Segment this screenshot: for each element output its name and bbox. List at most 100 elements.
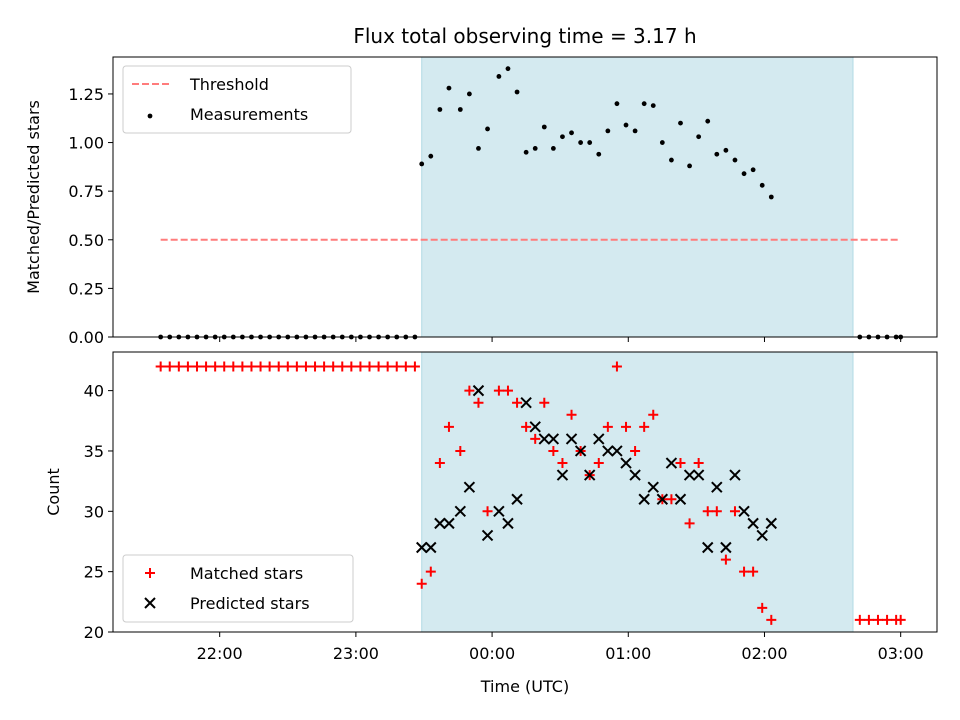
data-point — [665, 457, 678, 469]
data-point — [659, 140, 665, 145]
data-point — [319, 361, 330, 372]
y-tick-label: 0.50 — [68, 231, 104, 250]
data-point — [593, 458, 604, 469]
data-point — [711, 506, 722, 517]
data-point — [246, 361, 257, 372]
data-point — [669, 157, 674, 163]
data-point — [574, 445, 587, 457]
data-point — [729, 469, 741, 481]
data-point — [282, 361, 293, 372]
data-point — [638, 493, 650, 505]
data-point — [602, 421, 613, 432]
bottom-panel: 20 25 30 35 40 22:00 23:00 00:00 01:00 02:00 03:00… — [84, 351, 938, 663]
y-tick-label: 0.75 — [68, 182, 104, 201]
data-point — [255, 361, 266, 372]
data-point — [493, 505, 505, 518]
data-point — [639, 421, 650, 432]
data-point — [863, 614, 874, 625]
data-point — [747, 517, 759, 530]
data-point — [683, 469, 696, 481]
data-point — [434, 458, 445, 469]
data-point — [550, 145, 556, 151]
shaded-region — [421, 57, 854, 337]
legend-label: Predicted stars — [190, 594, 310, 613]
data-point — [648, 409, 659, 420]
data-point — [328, 361, 339, 372]
data-point — [463, 481, 476, 493]
data-point — [547, 433, 560, 445]
data-point — [723, 147, 729, 153]
data-point — [355, 361, 366, 372]
data-point — [674, 493, 687, 505]
data-point — [882, 614, 893, 625]
data-point — [472, 384, 485, 397]
data-point — [511, 493, 523, 505]
data-point — [419, 161, 425, 167]
data-point — [750, 167, 756, 173]
data-point — [425, 566, 436, 577]
data-point — [854, 614, 865, 625]
data-point — [757, 602, 768, 613]
data-point — [437, 107, 443, 112]
data-point — [454, 505, 467, 518]
data-point — [759, 182, 765, 188]
data-point — [520, 396, 532, 409]
data-point — [541, 124, 547, 130]
chart-title: Flux total observing time = 3.17 h — [353, 24, 696, 48]
data-point — [711, 481, 723, 493]
data-point — [346, 361, 357, 372]
data-point — [201, 361, 212, 372]
x-tick-label: 02:00 — [741, 644, 787, 663]
legend-label: Threshold — [189, 75, 269, 94]
data-point — [566, 409, 577, 420]
data-point — [602, 445, 614, 457]
data-point — [621, 421, 632, 432]
y-tick-label: 30 — [84, 502, 104, 521]
data-point — [593, 433, 605, 445]
bottom-y-axis-label: Count — [44, 468, 63, 516]
data-point — [666, 494, 677, 505]
data-point — [895, 614, 906, 625]
legend-swatch-predicted — [144, 597, 156, 609]
data-point — [605, 128, 611, 134]
data-point — [391, 361, 402, 372]
data-point — [446, 85, 452, 91]
data-point — [337, 361, 348, 372]
y-tick-label: 0.00 — [68, 328, 104, 347]
data-point — [539, 397, 550, 408]
y-tick-label: 25 — [84, 563, 104, 582]
data-point — [523, 149, 529, 155]
legend-box — [122, 554, 354, 623]
x-tick-label: 01:00 — [605, 644, 651, 663]
data-point — [650, 103, 656, 109]
data-point — [687, 163, 692, 169]
data-point — [693, 458, 704, 469]
data-point — [557, 458, 568, 469]
data-point — [530, 433, 541, 444]
data-point — [692, 469, 705, 481]
plot-frame — [112, 56, 938, 338]
data-point — [705, 118, 711, 124]
data-point — [273, 361, 284, 372]
data-point — [428, 153, 434, 159]
data-point — [620, 457, 632, 469]
data-point — [219, 361, 230, 372]
x-tick-label: 22:00 — [197, 644, 243, 663]
data-point — [291, 361, 302, 372]
legend-label: Matched stars — [190, 564, 303, 583]
data-point — [629, 469, 641, 481]
top-y-axis-label: Matched/Predicted stars — [24, 100, 43, 294]
data-point — [702, 506, 713, 517]
data-point — [182, 361, 193, 372]
data-point — [382, 361, 393, 372]
top-panel: 0.00 0.25 0.50 0.75 1.00 1.25 Threshold Measure… — [68, 56, 938, 347]
data-point — [741, 171, 747, 177]
data-point — [565, 433, 578, 445]
data-point — [630, 445, 641, 456]
x-tick-label: 23:00 — [333, 644, 379, 663]
data-point — [228, 361, 239, 372]
data-point — [756, 529, 768, 542]
data-point — [264, 361, 275, 372]
data-point — [656, 493, 669, 505]
